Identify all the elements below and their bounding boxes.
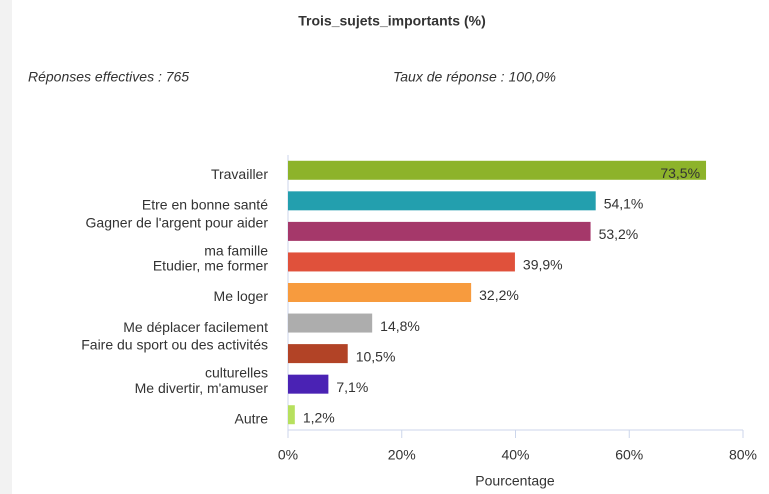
bar [288, 283, 472, 302]
label-line: ma famille [204, 242, 268, 258]
x-tick-label: 0% [278, 447, 298, 463]
bar [288, 252, 515, 272]
y-tick-label: Me loger [214, 288, 269, 304]
bar [288, 374, 329, 394]
side-strip [0, 0, 12, 494]
label-line: Faire du sport ou des activités [81, 336, 268, 352]
bar [288, 405, 295, 425]
data-label: 53,2% [599, 226, 639, 242]
data-label: 7,1% [336, 379, 368, 395]
y-tick-label: Me déplacer facilement [123, 319, 268, 335]
label-line: Gagner de l'argent pour aider [86, 214, 269, 230]
data-label: 54,1% [604, 196, 644, 212]
bar [288, 191, 596, 211]
x-axis-label: Pourcentage [475, 473, 555, 489]
y-tick-label: Me divertir, m'amuser [135, 380, 269, 396]
data-label: 32,2% [479, 287, 519, 303]
annotation: Taux de réponse : 100,0% [393, 69, 556, 85]
x-tick-label: 20% [388, 447, 416, 463]
label-line: culturelles [205, 364, 268, 380]
x-tick-label: 80% [729, 447, 757, 463]
y-tick-label: Travailler [211, 166, 268, 182]
y-tick-label: Etre en bonne santé [142, 197, 268, 213]
data-label: 39,9% [523, 257, 563, 273]
y-tick-label: Etudier, me former [153, 258, 268, 274]
data-label: 10,5% [356, 348, 396, 364]
x-tick-label: 40% [501, 447, 529, 463]
x-tick-label: 60% [615, 447, 643, 463]
chart-title: Trois_sujets_importants (%) [298, 13, 486, 29]
bar [288, 221, 591, 241]
y-tick-label: Autre [235, 410, 269, 426]
bar [288, 160, 707, 180]
y-tick-label: Gagner de l'argent pour aider ma famille [86, 214, 269, 258]
y-tick-label: Faire du sport ou des activités culturell… [81, 336, 268, 380]
bar [288, 344, 348, 364]
data-label: 73,5% [660, 165, 700, 181]
data-label: 14,8% [380, 318, 420, 334]
annotation: Réponses effectives : 765 [28, 69, 189, 85]
bar [288, 313, 373, 333]
data-label: 1,2% [303, 409, 335, 425]
